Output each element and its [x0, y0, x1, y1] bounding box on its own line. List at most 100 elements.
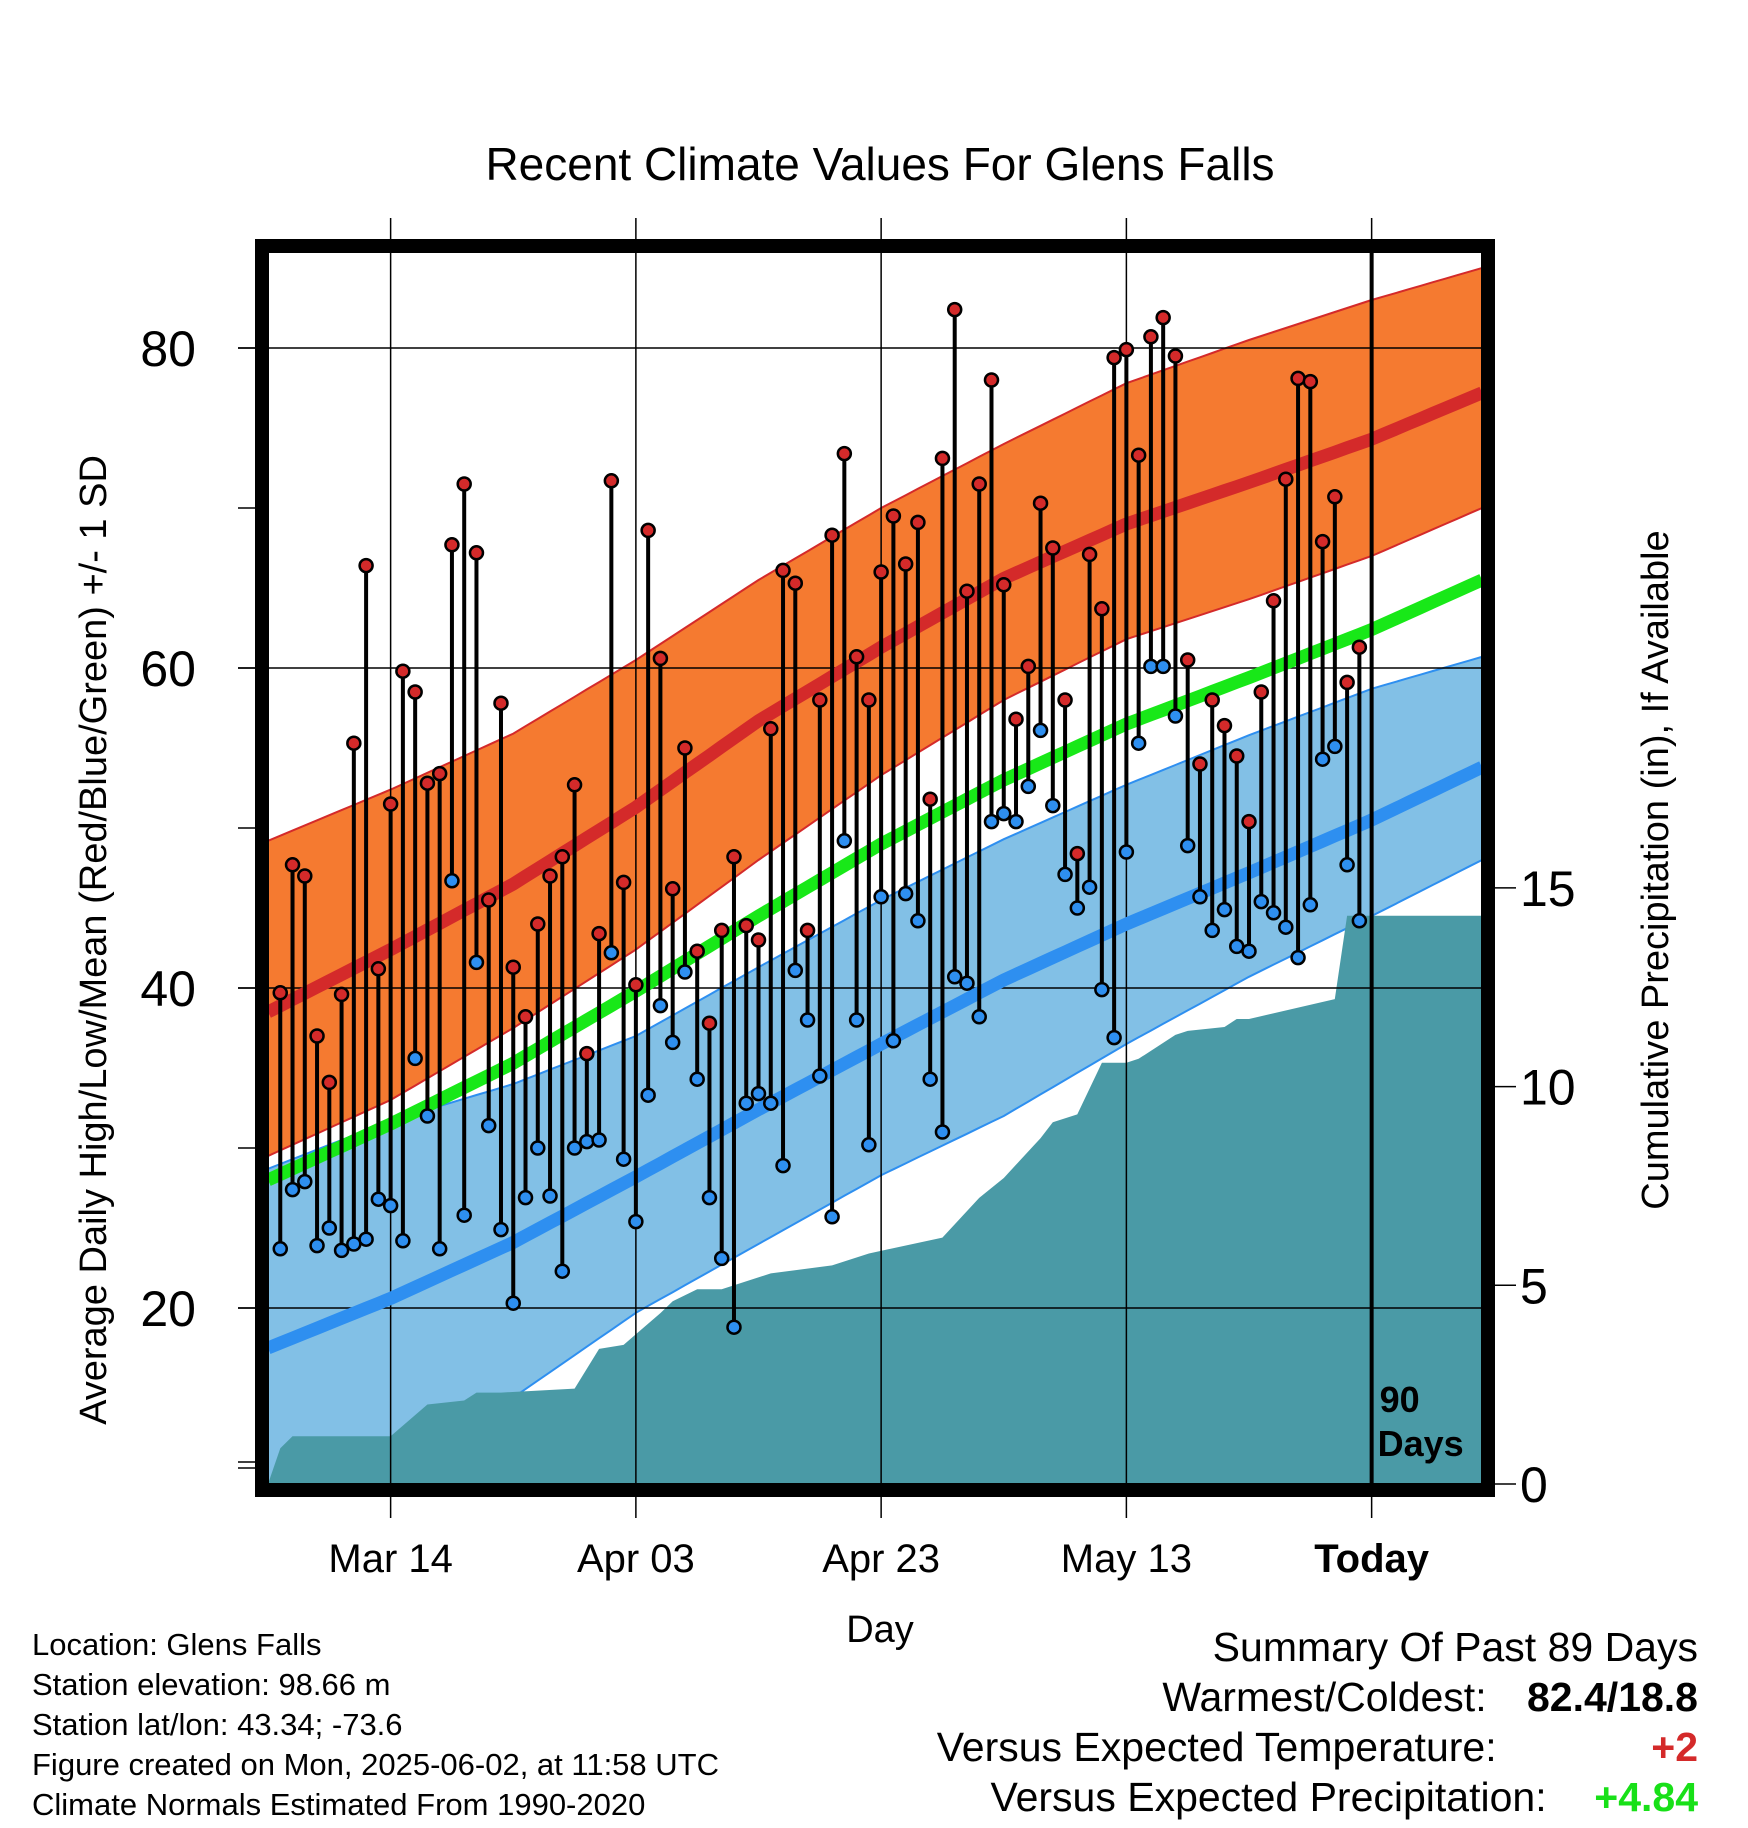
daily-high-point — [959, 583, 975, 599]
daily-high-point — [1265, 593, 1282, 609]
daily-high-point — [763, 721, 779, 737]
y-tick-label: 60 — [140, 641, 196, 697]
y2-tick-label: 0 — [1520, 1457, 1548, 1513]
daily-high-point — [1192, 756, 1208, 772]
daily-low-point — [959, 975, 975, 991]
daily-low-point — [1290, 949, 1306, 966]
today-days-label: Days — [1378, 1423, 1464, 1464]
latlon-text: Station lat/lon: 43.34; -73.6 — [32, 1707, 403, 1742]
daily-high-point — [983, 372, 1000, 388]
daily-high-point — [346, 735, 362, 751]
daily-low-point — [1106, 1029, 1122, 1046]
summary-title: Summary Of Past 89 Days — [1212, 1624, 1698, 1670]
daily-low-point — [309, 1237, 325, 1254]
daily-low-point — [787, 962, 804, 979]
y-axis-label: Average Daily High/Low/Mean (Red/Blue/Gr… — [73, 455, 115, 1425]
daily-high-point — [358, 557, 374, 574]
daily-low-point — [628, 1213, 644, 1230]
daily-high-point — [1204, 692, 1220, 708]
daily-low-point — [530, 1140, 546, 1156]
daily-low-point — [775, 1157, 791, 1174]
daily-low-point — [885, 1033, 902, 1049]
high-sd-band — [268, 266, 1482, 1158]
daily-low-point — [664, 1034, 681, 1051]
x-tick-label: Apr 03 — [577, 1537, 695, 1581]
daily-low-point — [419, 1108, 436, 1124]
daily-low-point — [1241, 943, 1257, 959]
daily-low-point — [493, 1221, 509, 1238]
y-tick-label: 40 — [140, 961, 196, 1017]
warmest-coldest-label: Warmest/Coldest: — [1162, 1674, 1487, 1720]
daily-low-point — [370, 1191, 387, 1207]
daily-low-point — [812, 1068, 828, 1084]
daily-high-point — [1081, 546, 1098, 563]
daily-high-point — [615, 874, 632, 891]
daily-low-point — [517, 1189, 534, 1206]
daily-high-point — [726, 849, 742, 865]
daily-low-point — [799, 1012, 816, 1028]
daily-low-point — [382, 1197, 399, 1214]
daily-high-point — [1130, 447, 1147, 463]
daily-low-point — [996, 805, 1012, 822]
daily-high-point — [493, 695, 509, 711]
daily-high-point — [677, 740, 693, 756]
daily-low-point — [971, 1009, 987, 1025]
daily-high-point — [1241, 813, 1257, 830]
daily-high-point — [591, 925, 607, 942]
daily-low-point — [444, 873, 460, 889]
daily-low-point — [1278, 919, 1294, 935]
daily-high-point — [897, 556, 914, 572]
daily-low-point — [1351, 913, 1368, 929]
daily-high-point — [885, 508, 902, 524]
daily-low-point — [824, 1209, 840, 1225]
daily-high-point — [750, 932, 767, 948]
daily-high-point — [861, 692, 877, 708]
daily-low-point — [689, 1071, 705, 1087]
daily-low-point — [358, 1231, 374, 1247]
daily-high-point — [824, 527, 840, 543]
daily-low-point — [1327, 738, 1343, 755]
daily-high-point — [1339, 674, 1355, 691]
normal-low-line — [268, 761, 1482, 1355]
normals-text: Climate Normals Estimated From 1990-2020 — [32, 1787, 646, 1822]
daily-low-point — [1118, 844, 1135, 860]
daily-low-point — [1192, 889, 1208, 905]
daily-low-point — [566, 1140, 583, 1156]
daily-low-point — [1302, 897, 1319, 913]
daily-high-point — [971, 476, 987, 492]
daily-high-point — [812, 692, 828, 708]
precip-vs-expected-row: Versus Expected Precipitation: +4.84 — [937, 1772, 1699, 1822]
elevation-text: Station elevation: 98.66 m — [32, 1667, 391, 1702]
daily-high-point — [1314, 533, 1331, 550]
daily-high-point — [1032, 495, 1049, 511]
low-sd-band — [268, 655, 1482, 1484]
daily-low-point — [431, 1241, 448, 1257]
daily-low-point — [922, 1071, 938, 1087]
daily-high-point — [321, 1074, 338, 1091]
daily-low-point — [272, 1241, 289, 1257]
daily-low-point — [1045, 797, 1061, 814]
daily-high-point — [579, 1045, 595, 1062]
daily-low-point — [848, 1012, 865, 1028]
y-tick-label: 80 — [140, 321, 196, 377]
daily-high-point — [1118, 341, 1135, 358]
daily-high-point — [1253, 684, 1270, 700]
daily-high-point — [640, 522, 656, 539]
daily-low-point — [297, 1173, 313, 1190]
y2-tick-label: 5 — [1520, 1258, 1548, 1314]
normal-high-line — [268, 386, 1482, 1018]
temp-vs-expected-label: Versus Expected Temperature: — [936, 1724, 1497, 1770]
daily-low-point — [1204, 922, 1220, 939]
daily-high-point — [1057, 692, 1073, 708]
daily-low-point — [701, 1189, 718, 1206]
x-tick-label: Apr 23 — [822, 1537, 940, 1581]
daily-high-point — [1167, 348, 1184, 364]
daily-low-point — [763, 1095, 779, 1111]
y2-axis-label: Cumulative Precipitation (in), If Availa… — [1635, 530, 1677, 1209]
daily-low-point — [542, 1188, 558, 1204]
daily-high-point — [628, 977, 644, 993]
daily-high-point — [1290, 370, 1306, 387]
daily-high-point — [701, 1015, 718, 1031]
daily-high-point — [505, 959, 522, 975]
